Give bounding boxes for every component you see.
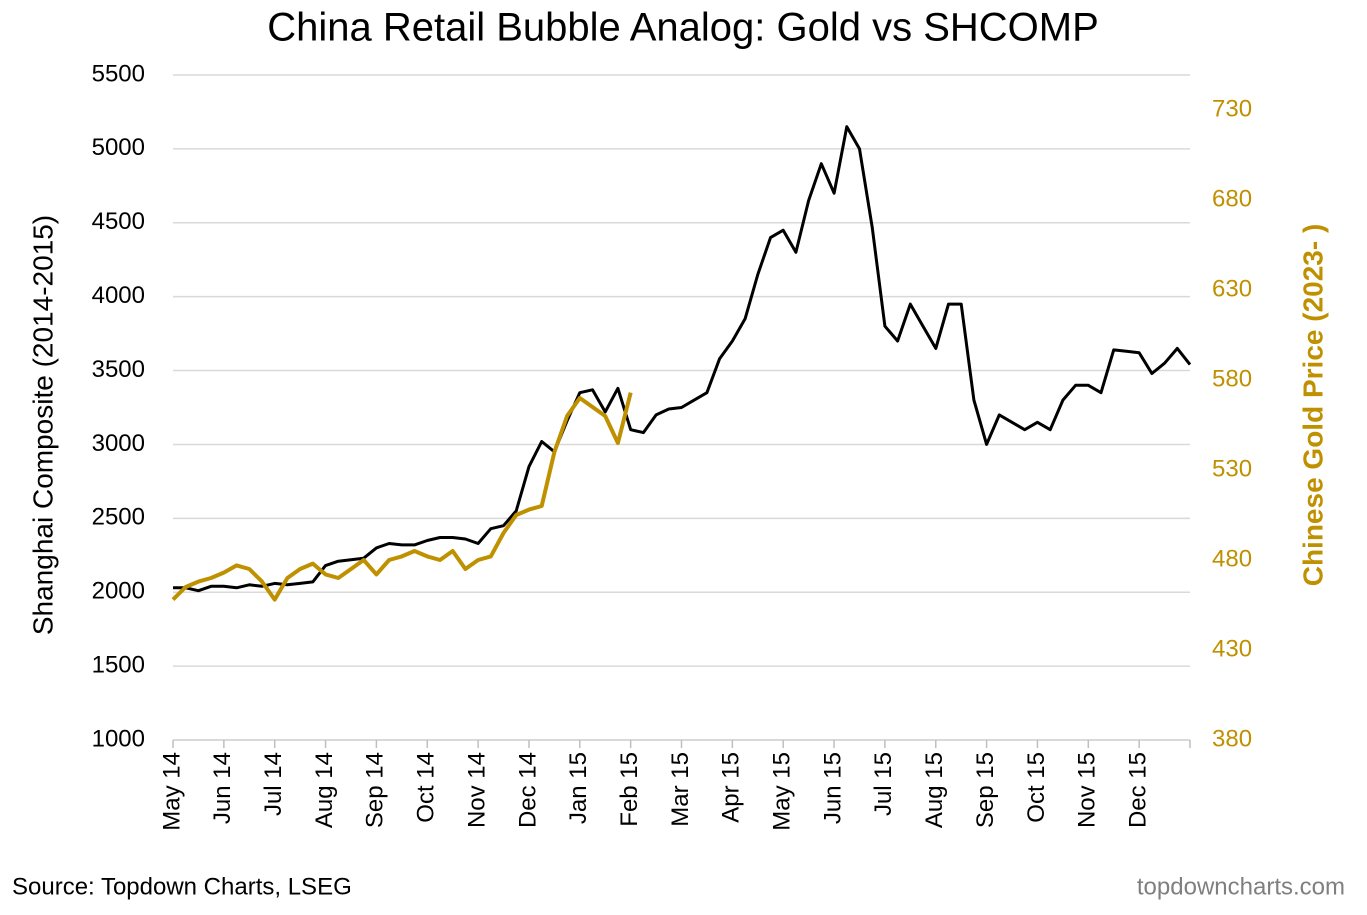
x-tick-label: Apr 15	[718, 752, 745, 823]
x-tick-label: Nov 15	[1074, 752, 1101, 828]
source: Source: Topdown Charts, LSEG	[12, 873, 352, 900]
y-tick-label: 3500	[92, 356, 145, 383]
x-tick-label: Oct 15	[1023, 752, 1050, 823]
x-tick-label: May 14	[158, 752, 185, 831]
x-tick-label: Nov 14	[463, 752, 490, 828]
y-tick-label: 1000	[92, 725, 145, 752]
y-tick-label: 2000	[92, 578, 145, 605]
y2-tick-label: 430	[1212, 635, 1252, 662]
y-tick-label: 2500	[92, 504, 145, 531]
x-tick-label: Jan 15	[565, 752, 592, 824]
y-tick-label: 1500	[92, 651, 145, 678]
y-tick-label: 4500	[92, 208, 145, 235]
x-tick-label: Jul 15	[870, 752, 897, 816]
y2-tick-label: 380	[1212, 725, 1252, 752]
y2-tick-label: 680	[1212, 185, 1252, 212]
y2-tick-label: 730	[1212, 95, 1252, 122]
y-tick-label: 5500	[92, 60, 145, 87]
series-line	[171, 392, 633, 602]
x-tick-label: Aug 14	[311, 752, 338, 828]
x-tick-label: Sep 15	[972, 752, 999, 828]
y-tick-label: 5000	[92, 134, 145, 161]
x-tick-label: Jun 14	[209, 752, 236, 824]
x-tick-label: May 15	[769, 752, 796, 831]
y2-tick-label: 580	[1212, 365, 1252, 392]
x-tick-label: Oct 14	[413, 752, 440, 823]
x-tick-label: Feb 15	[616, 752, 643, 827]
chart-title: China Retail Bubble Analog: Gold vs SHCO…	[267, 6, 1099, 50]
y-tick-label: 3000	[92, 430, 145, 457]
x-tick-label: Aug 15	[921, 752, 948, 828]
y2-tick-label: 530	[1212, 455, 1252, 482]
y2-axis-title: Chinese Gold Price (2023- )	[1297, 224, 1328, 587]
y2-tick-label: 480	[1212, 545, 1252, 572]
y-tick-label: 4000	[92, 282, 145, 309]
x-tick-label: Jul 14	[260, 752, 287, 816]
watermark: topdowncharts.com	[1137, 873, 1345, 900]
y2-tick-label: 630	[1212, 275, 1252, 302]
y-axis-title: Shanghai Composite (2014-2015)	[27, 215, 58, 635]
x-tick-label: Mar 15	[667, 752, 694, 827]
x-tick-label: Dec 15	[1124, 752, 1151, 828]
x-tick-label: Dec 14	[514, 752, 541, 828]
series-line	[173, 125, 1192, 593]
x-tick-label: Jun 15	[819, 752, 846, 824]
x-tick-label: Sep 14	[362, 752, 389, 828]
